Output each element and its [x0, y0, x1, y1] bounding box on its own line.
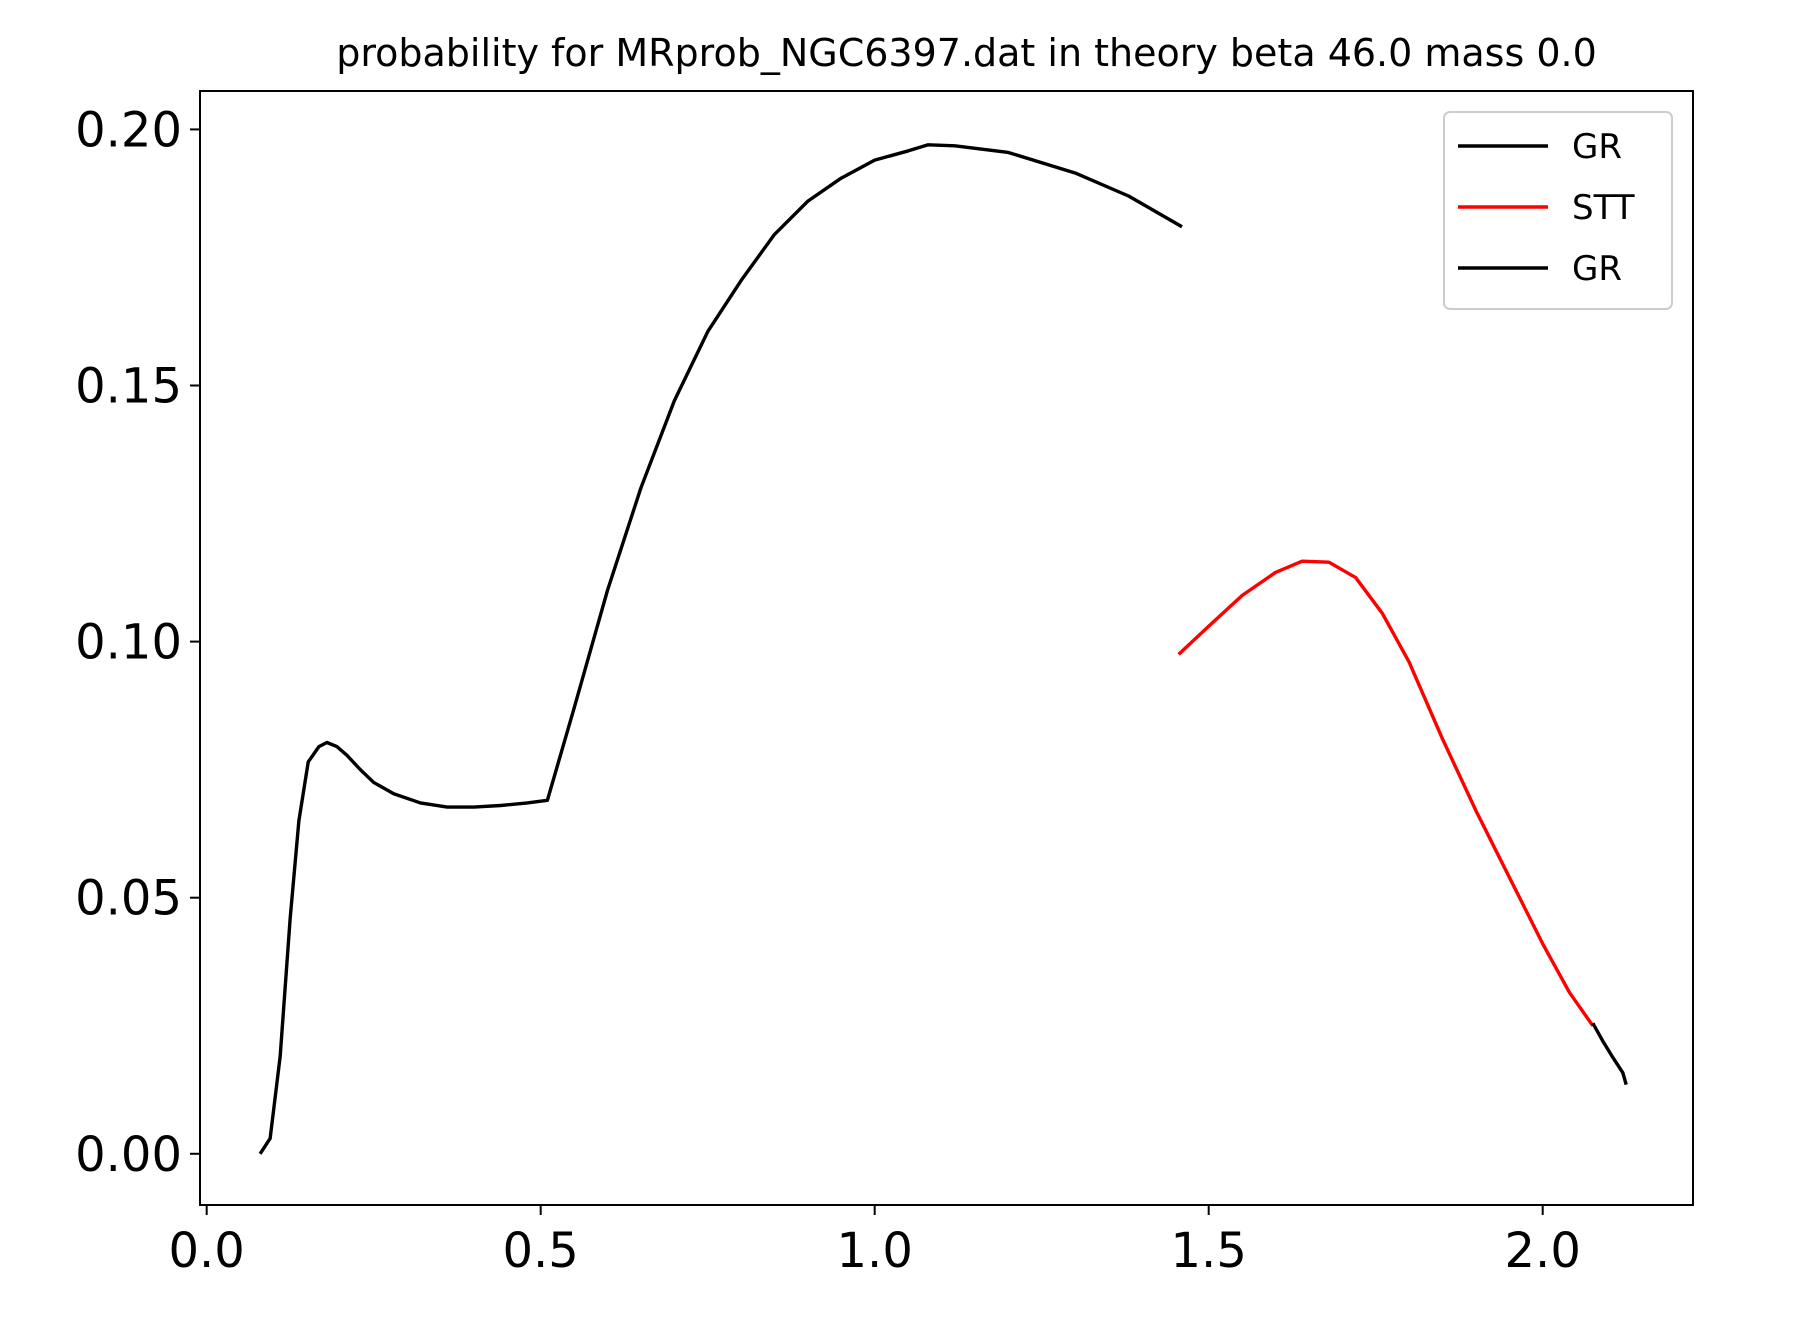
series-layer — [258, 143, 1628, 1155]
y-axis: 0.00 0.05 0.10 0.15 0.20 — [75, 102, 200, 1183]
legend: GR STT GR — [1443, 111, 1673, 310]
y-tick-label: 0.20 — [75, 102, 182, 158]
x-tick-label: 0.5 — [503, 1223, 579, 1279]
y-tick-label: 0.15 — [75, 359, 182, 415]
y-tick-label: 0.00 — [75, 1127, 182, 1183]
chart-title: probability for MRprob_NGC6397.dat in th… — [336, 31, 1597, 75]
series-line-2 — [1177, 559, 1595, 1027]
x-tick-label: 2.0 — [1505, 1223, 1581, 1279]
legend-label: GR — [1572, 127, 1622, 167]
x-tick-label: 1.5 — [1171, 1223, 1247, 1279]
y-tick-label: 0.05 — [75, 871, 182, 927]
legend-label: GR — [1572, 249, 1622, 289]
legend-box — [1443, 111, 1673, 310]
x-axis: 0.0 0.5 1.0 1.5 2.0 — [169, 1205, 1581, 1279]
plot-frame — [199, 90, 1694, 1206]
x-tick-label: 0.0 — [169, 1223, 245, 1279]
series-line-3 — [1591, 1022, 1628, 1086]
series-line-1 — [258, 143, 1183, 1155]
x-tick-label: 1.0 — [837, 1223, 913, 1279]
legend-label: STT — [1572, 188, 1635, 228]
y-tick-label: 0.10 — [75, 615, 182, 671]
